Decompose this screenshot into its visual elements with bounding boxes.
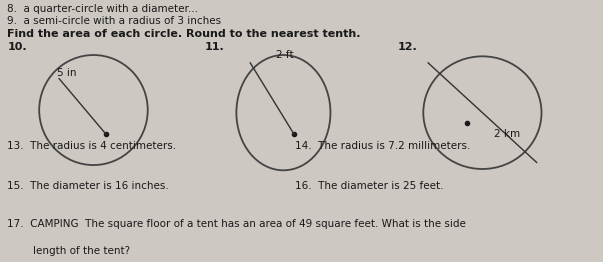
Text: 11.: 11. — [205, 42, 225, 52]
Text: 15.  The diameter is 16 inches.: 15. The diameter is 16 inches. — [7, 181, 169, 191]
Text: 5 in: 5 in — [57, 68, 77, 78]
Text: 2 km: 2 km — [494, 129, 520, 139]
Text: 17.  CAMPING  The square floor of a tent has an area of 49 square feet. What is : 17. CAMPING The square floor of a tent h… — [7, 219, 466, 229]
Text: 9.  a semi-circle with a radius of 3 inches: 9. a semi-circle with a radius of 3 inch… — [7, 16, 221, 26]
Text: Find the area of each circle. Round to the nearest tenth.: Find the area of each circle. Round to t… — [7, 29, 361, 39]
Text: length of the tent?: length of the tent? — [33, 246, 130, 256]
Text: 13.  The radius is 4 centimeters.: 13. The radius is 4 centimeters. — [7, 141, 176, 151]
Text: 8.  a quarter-circle with a diameter...: 8. a quarter-circle with a diameter... — [7, 4, 198, 14]
Text: 14.  The radius is 7.2 millimeters.: 14. The radius is 7.2 millimeters. — [295, 141, 471, 151]
Text: 10.: 10. — [7, 42, 27, 52]
Text: 2 ft: 2 ft — [276, 50, 294, 60]
Text: 16.  The diameter is 25 feet.: 16. The diameter is 25 feet. — [295, 181, 444, 191]
Text: 12.: 12. — [398, 42, 418, 52]
